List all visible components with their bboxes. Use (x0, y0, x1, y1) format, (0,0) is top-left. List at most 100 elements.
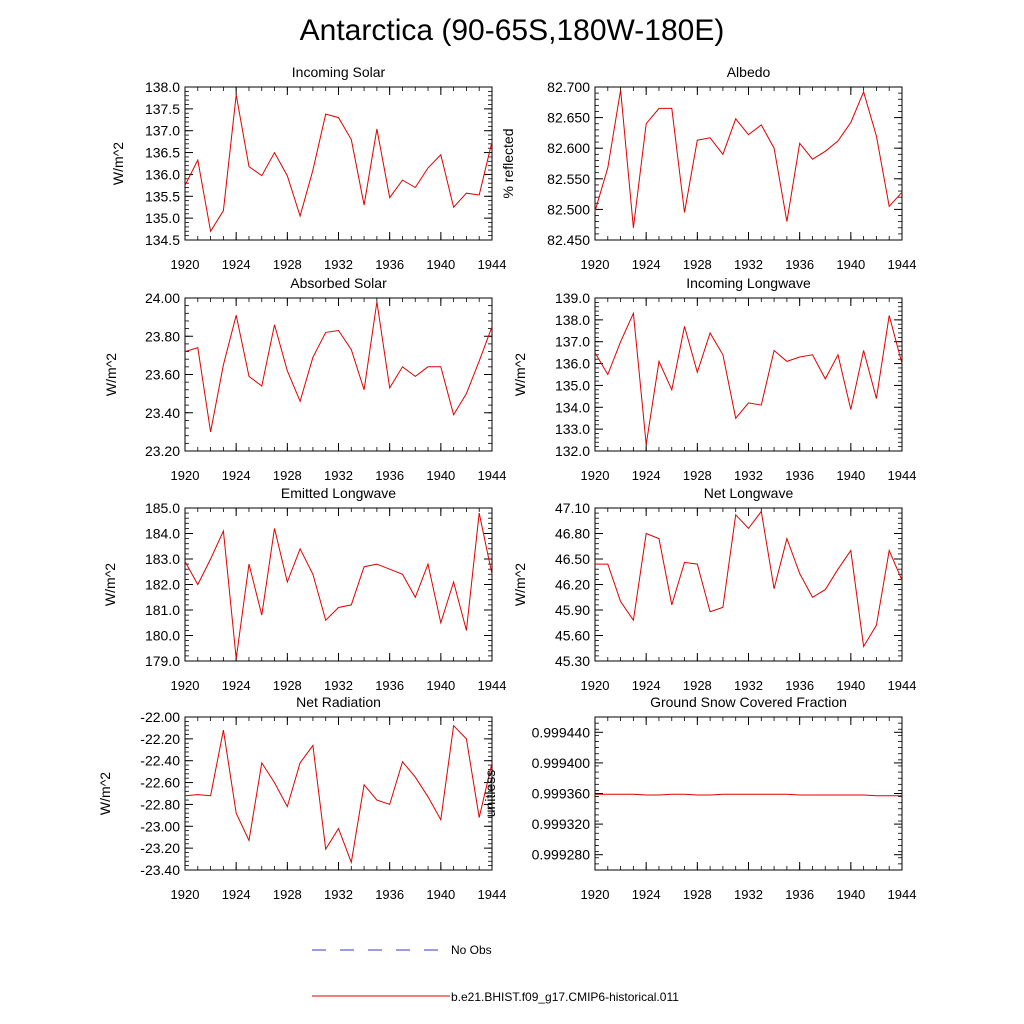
panel-2-series-line (594, 90, 903, 228)
panel-7-x-tick-label: 1936 (375, 887, 404, 902)
panel-2-x-tick-label: 1944 (888, 257, 917, 272)
panel-7-y-tick-label: -22.20 (140, 731, 180, 747)
panel-5-y-tick-label: 179.0 (145, 653, 180, 669)
panel-4-y-tick-label: 138.0 (555, 312, 590, 328)
panel-1-ylabel: W/m^2 (110, 142, 126, 185)
panel-4-y-tick-label: 132.0 (555, 443, 590, 459)
panel-5-y-tick-label: 180.0 (145, 628, 180, 644)
panel-3-title: Absorbed Solar (290, 275, 387, 291)
panel-8-x-tick-label: 1924 (632, 887, 661, 902)
panel-4-x-tick-label: 1940 (836, 468, 865, 483)
panel-1-y-tick-label: 138.0 (145, 79, 180, 95)
panel-6-y-tick-label: 45.90 (555, 602, 590, 618)
panel-7-y-tick-label: -22.60 (140, 775, 180, 791)
panel-6-x-tick-label: 1928 (683, 678, 712, 693)
panel-7-y-tick-label: -22.40 (140, 753, 180, 769)
panel-5-ylabel: W/m^2 (102, 563, 118, 606)
panel-3-y-tick-label: 24.00 (145, 290, 180, 306)
panel-1-y-tick-label: 134.5 (145, 232, 180, 248)
panel-2: 1920 1924 1928 1932 1936 1940 1944 82.450 82.500… (500, 64, 916, 272)
panel-3-x-tick-label: 1924 (222, 468, 251, 483)
panel-6-frame (594, 507, 903, 662)
panel-2-y-tick-label: 82.700 (547, 79, 590, 95)
panel-5-x-tick-label: 1936 (375, 678, 404, 693)
panel-3-x-tick-label: 1920 (171, 468, 200, 483)
panel-8-x-tick-label: 1932 (734, 887, 763, 902)
panel-4-x-tick-label: 1932 (734, 468, 763, 483)
panel-5-series-line (184, 512, 493, 659)
panel-5-x-tick-label: 1932 (324, 678, 353, 693)
panel-1-y-tick-label: 135.5 (145, 188, 180, 204)
panel-1-x-tick-label: 1920 (171, 257, 200, 272)
panel-3-x-tick-label: 1940 (426, 468, 455, 483)
panel-1-frame (184, 86, 493, 241)
panel-5-y-tick-label: 182.0 (145, 577, 180, 593)
panel-3-ylabel: W/m^2 (103, 353, 119, 396)
panel-4-y-tick-label: 135.0 (555, 377, 590, 393)
panel-6: 1920 1924 1928 1932 1936 1940 1944 45.30 45.60 45… (512, 485, 916, 693)
panel-2-x-tick-label: 1928 (683, 257, 712, 272)
panel-1-x-tick-label: 1944 (478, 257, 507, 272)
panel-3-x-tick-label: 1944 (478, 468, 507, 483)
panel-6-x-tick-label: 1936 (785, 678, 814, 693)
legend-label-no-obs: No Obs (451, 943, 492, 957)
panel-4-y-tick-label: 133.0 (555, 421, 590, 437)
panel-5-y-tick-label: 181.0 (145, 602, 180, 618)
panel-8: 1920 1924 1928 1932 1936 1940 1944 0.999280 0.99… (482, 694, 916, 902)
panel-7-y-tick-label: -23.00 (140, 818, 180, 834)
panel-2-y-tick-label: 82.500 (547, 201, 590, 217)
panel-6-y-tick-label: 45.60 (555, 628, 590, 644)
panel-5-title: Emitted Longwave (281, 485, 396, 501)
panel-7-y-tick-label: -23.40 (140, 862, 180, 878)
panel-4-ylabel: W/m^2 (512, 353, 528, 396)
panel-7-x-tick-label: 1924 (222, 887, 251, 902)
panel-6-y-tick-label: 45.30 (555, 653, 590, 669)
panel-3-series-line (184, 301, 493, 432)
panel-1-y-tick-label: 136.0 (145, 166, 180, 182)
panel-7-y-tick-label: -23.20 (140, 840, 180, 856)
panel-7-x-tick-label: 1944 (478, 887, 507, 902)
panel-3-y-tick-label: 23.20 (145, 443, 180, 459)
panel-3: 1920 1924 1928 1932 1936 1940 1944 23.20 23.40 23… (103, 275, 506, 483)
panel-5-y-tick-label: 185.0 (145, 500, 180, 516)
panel-6-x-tick-label: 1940 (836, 678, 865, 693)
panel-8-y-tick-label: 0.999360 (532, 786, 591, 802)
panel-3-y-tick-label: 23.60 (145, 367, 180, 383)
panel-1-x-tick-label: 1924 (222, 257, 251, 272)
panel-6-ylabel: W/m^2 (512, 563, 528, 606)
panel-2-y-tick-label: 82.450 (547, 232, 590, 248)
panel-2-ylabel: % reflected (500, 128, 516, 198)
panel-6-x-tick-label: 1932 (734, 678, 763, 693)
panel-4-y-tick-label: 136.0 (555, 356, 590, 372)
panel-2-x-tick-label: 1932 (734, 257, 763, 272)
panel-2-y-tick-label: 82.600 (547, 140, 590, 156)
panel-5-y-tick-label: 184.0 (145, 526, 180, 542)
panel-1-series-line (184, 94, 493, 233)
panel-2-x-tick-label: 1940 (836, 257, 865, 272)
panel-5-x-tick-label: 1944 (478, 678, 507, 693)
panel-4-x-tick-label: 1936 (785, 468, 814, 483)
panel-7-frame (184, 716, 493, 871)
panel-7-y-tick-label: -22.80 (140, 796, 180, 812)
panel-2-y-tick-label: 82.650 (547, 110, 590, 126)
panel-1-y-tick-label: 136.5 (145, 145, 180, 161)
panel-1-x-tick-label: 1928 (273, 257, 302, 272)
panel-2-y-tick-label: 82.550 (547, 171, 590, 187)
panel-8-title: Ground Snow Covered Fraction (650, 694, 847, 710)
panel-5-x-tick-label: 1940 (426, 678, 455, 693)
panel-5: 1920 1924 1928 1932 1936 1940 1944 179.0 180.0 18… (102, 485, 506, 693)
panel-8-ylabel: unitless (482, 770, 498, 817)
panel-7-series-line (184, 724, 493, 865)
panel-8-series-line (595, 793, 902, 797)
panel-8-y-tick-label: 0.999280 (532, 847, 591, 863)
panel-4: 1920 1924 1928 1932 1936 1940 1944 132.0 133.0 13… (512, 275, 916, 483)
panel-6-series-line (595, 510, 903, 648)
panel-5-x-tick-label: 1928 (273, 678, 302, 693)
panel-8-y-tick-label: 0.999400 (532, 755, 591, 771)
panel-3-frame (184, 297, 493, 452)
panel-8-y-tick-label: 0.999320 (532, 816, 591, 832)
panel-2-x-tick-label: 1924 (632, 257, 661, 272)
panel-4-frame (594, 297, 903, 452)
panel-5-y-tick-label: 183.0 (145, 551, 180, 567)
